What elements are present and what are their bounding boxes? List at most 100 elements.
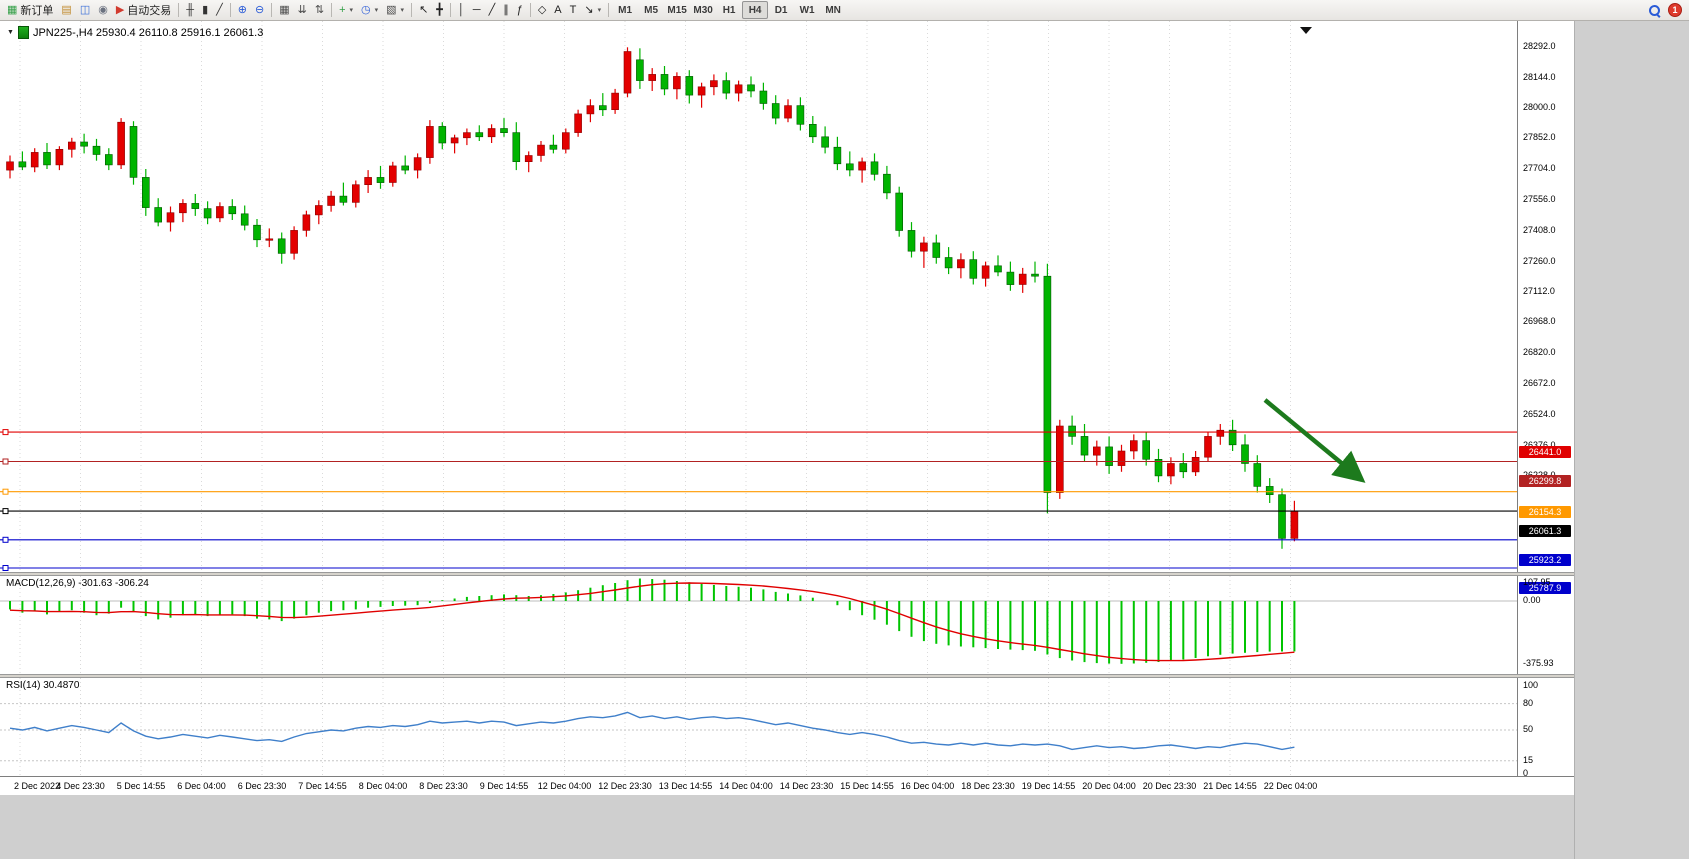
rsi-chart[interactable] — [0, 678, 1517, 776]
bar-chart-icon: ╫ — [186, 3, 195, 16]
auto-trading-icon: ▶ — [115, 3, 125, 16]
price-axis[interactable]: 28292.0 28144.0 28000.0 27852.0 27704.0 27556… — [1517, 21, 1574, 794]
periods-button[interactable]: ◷ ▾ — [357, 1, 382, 19]
price-tag[interactable]: 26061.3 — [1519, 525, 1571, 538]
price-axis-tick: 27260.0 — [1523, 255, 1556, 266]
timeframe-m30-button[interactable]: M30 — [690, 1, 716, 19]
templates-button[interactable]: ▧ ▾ — [382, 1, 408, 19]
label-button[interactable]: T — [566, 1, 581, 19]
panel-divider[interactable] — [0, 674, 1574, 678]
vertical-line-icon: │ — [457, 3, 465, 16]
chevron-down-icon: ▾ — [400, 7, 405, 14]
timeframe-d1-button[interactable]: D1 — [768, 1, 794, 19]
chevron-down-icon[interactable]: ▼ — [7, 29, 14, 36]
symbol-icon — [17, 26, 29, 39]
arrows-icon: ↘ — [584, 3, 594, 16]
periods-icon: ◷ — [361, 3, 371, 16]
time-axis-label: 6 Dec 23:30 — [237, 781, 287, 791]
macd-axis-tick: 107.95 — [1523, 577, 1551, 587]
toolbar-right: 1 — [1648, 3, 1689, 17]
trendline-button[interactable]: ╱ — [485, 1, 500, 19]
label-icon: T — [569, 3, 577, 16]
price-axis-tick: 28292.0 — [1523, 40, 1556, 51]
horizontal-line-icon: ─ — [472, 3, 481, 16]
price-tag[interactable]: 26441.0 — [1519, 446, 1571, 459]
line-handle[interactable] — [2, 458, 9, 465]
toolbar-separator — [449, 3, 451, 17]
indicators-button[interactable]: + ▾ — [335, 1, 357, 19]
fibonacci-button[interactable]: ƒ — [513, 1, 527, 19]
time-axis-label: 15 Dec 14:55 — [840, 781, 894, 791]
line-handle[interactable] — [2, 536, 9, 543]
panel-divider[interactable] — [0, 572, 1574, 576]
time-axis[interactable]: 2 Dec 2022 4 Dec 23:30 5 Dec 14:55 6 Dec 04… — [0, 776, 1574, 795]
cursor-button[interactable]: ↖ — [415, 1, 432, 19]
line-handle[interactable] — [2, 508, 9, 515]
candles — [6, 47, 1299, 549]
macd-signal-line — [9, 582, 1295, 662]
notification-badge[interactable]: 1 — [1668, 3, 1682, 17]
new-order-button[interactable]: ▦ 新订单 — [3, 1, 57, 19]
rsi-axis-tick: 100 — [1523, 680, 1539, 690]
timeframe-w1-button[interactable]: W1 — [794, 1, 820, 19]
price-axis-tick: 27408.0 — [1523, 224, 1556, 235]
search-icon[interactable] — [1648, 4, 1661, 17]
scroll-end-marker[interactable] — [1300, 27, 1312, 34]
chart-header: ▼ JPN225-,H4 25930.4 26110.8 25916.1 260… — [7, 26, 263, 39]
timeframe-m5-button[interactable]: M5 — [638, 1, 664, 19]
arrows-button[interactable]: ↘ ▾ — [580, 1, 605, 19]
text-button[interactable]: A — [550, 1, 565, 19]
price-axis-tick: 26228.0 — [1523, 470, 1556, 480]
price-axis-tick: 27556.0 — [1523, 194, 1556, 205]
profiles-button[interactable]: ◫ — [76, 1, 94, 19]
timeframe-m15-button[interactable]: M15 — [664, 1, 690, 19]
shapes-icon: ◇ — [537, 3, 547, 16]
data-window-button[interactable]: ◉ — [94, 1, 112, 19]
auto-trading-button[interactable]: ▶ 自动交易 — [112, 1, 175, 19]
line-handle[interactable] — [2, 429, 9, 436]
toolbar-separator — [229, 3, 231, 17]
timeframe-m1-button[interactable]: M1 — [612, 1, 638, 19]
price-tag[interactable]: 25787.9 — [1519, 581, 1571, 594]
price-tag[interactable]: 26299.8 — [1519, 475, 1571, 488]
price-tag[interactable]: 25923.2 — [1519, 553, 1571, 566]
price-axis-tick: 27704.0 — [1523, 163, 1556, 174]
tile-windows-button[interactable]: ▦ — [275, 1, 293, 19]
time-axis-label: 18 Dec 23:30 — [961, 781, 1015, 791]
track-scroll-button[interactable]: ⇅ — [311, 1, 328, 19]
time-axis-label: 2 Dec 2022 — [13, 781, 61, 791]
timeframe-h1-button[interactable]: H1 — [716, 1, 742, 19]
vertical-line-button[interactable]: │ — [454, 1, 469, 19]
chart-window-button[interactable]: ▤ — [57, 1, 75, 19]
trend-arrow-annotation[interactable] — [1263, 398, 1366, 483]
channel-button[interactable]: ∥ — [499, 1, 513, 19]
candlestick-chart-button[interactable]: ▮ — [198, 1, 212, 19]
candlestick-chart[interactable] — [0, 21, 1517, 572]
toolbar-separator — [411, 3, 413, 17]
bar-chart-button[interactable]: ╫ — [182, 1, 198, 19]
toolbar-separator — [529, 3, 531, 17]
line-handle[interactable] — [2, 565, 9, 571]
time-axis-label: 14 Dec 23:30 — [779, 781, 834, 791]
time-axis-label: 13 Dec 14:55 — [658, 781, 713, 791]
timeframe-h4-button[interactable]: H4 — [742, 1, 769, 19]
time-axis-label: 16 Dec 04:00 — [900, 781, 955, 791]
time-axis-label: 19 Dec 14:55 — [1021, 781, 1076, 791]
crosshair-button[interactable]: ╋ — [432, 1, 447, 19]
zoom-in-button[interactable]: ⊕ — [234, 1, 251, 19]
arrange-windows-icon: ⇊ — [297, 3, 307, 16]
arrange-windows-button[interactable]: ⇊ — [294, 1, 311, 19]
rsi-label: RSI(14) 30.4870 — [6, 680, 80, 691]
chart-area[interactable] — [0, 21, 1517, 794]
workspace-right-gutter — [1574, 21, 1689, 859]
line-handle[interactable] — [2, 488, 9, 495]
zoom-out-button[interactable]: ⊖ — [251, 1, 268, 19]
horizontal-line-button[interactable]: ─ — [469, 1, 485, 19]
chevron-down-icon: ▾ — [349, 7, 354, 14]
macd-chart[interactable] — [0, 576, 1517, 674]
line-chart-button[interactable]: ╱ — [212, 1, 227, 19]
price-axis-tick: 27112.0 — [1523, 286, 1555, 297]
timeframe-mn-button[interactable]: MN — [820, 1, 846, 19]
price-tag[interactable]: 26154.3 — [1519, 505, 1571, 518]
shapes-button[interactable]: ◇ — [534, 1, 550, 19]
